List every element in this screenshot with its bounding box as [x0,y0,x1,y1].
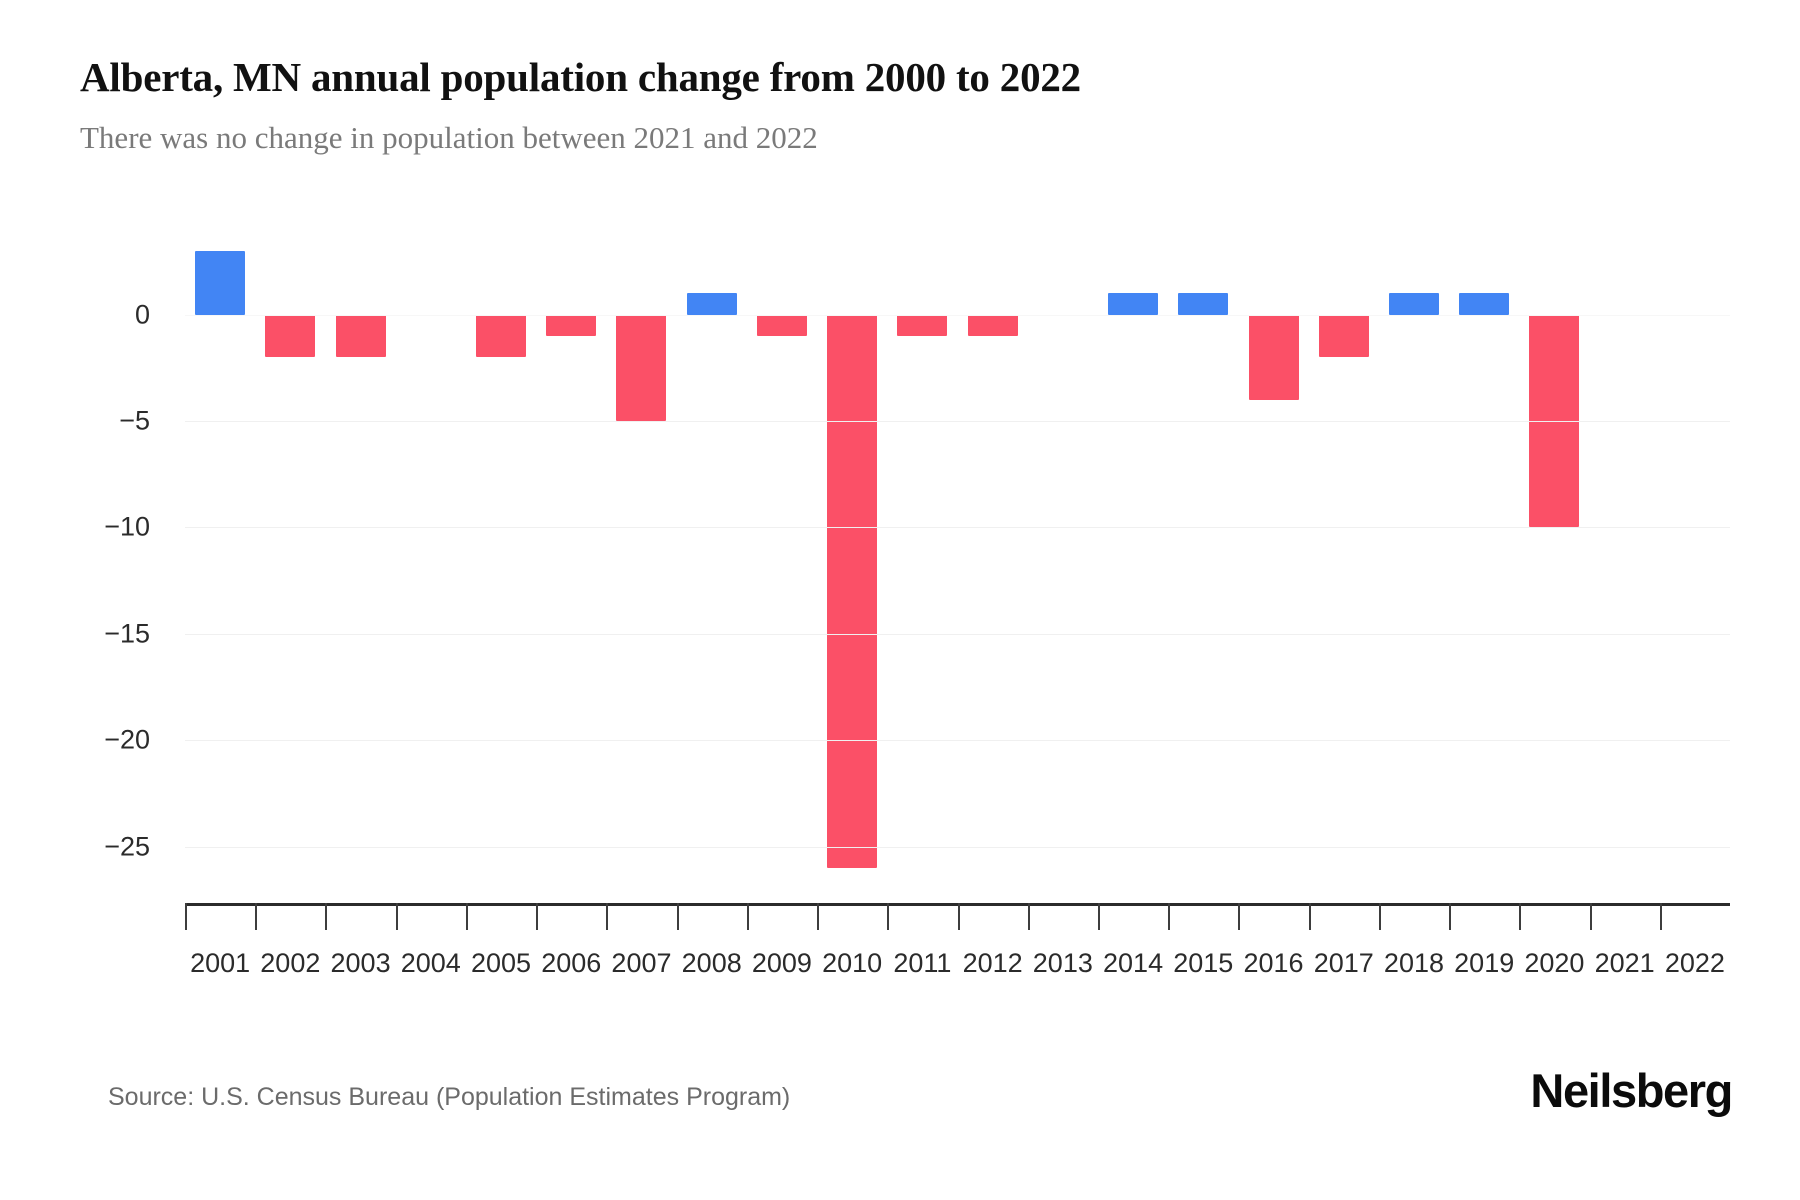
bar-2019[interactable] [1459,293,1510,315]
bars-layer [185,240,1730,900]
gridline [185,420,1730,422]
bar-2017[interactable] [1318,314,1369,358]
bar-2018[interactable] [1388,293,1439,315]
x-tick [957,903,960,930]
x-tick-label-2015: 2015 [1173,948,1234,978]
bar-2012[interactable] [967,314,1018,336]
gridline [185,314,1730,316]
bar-2002[interactable] [265,314,316,358]
bar-2015[interactable] [1178,293,1229,315]
x-tick [1449,903,1452,930]
y-tick-label: −25 [104,831,150,862]
x-tick [1308,903,1311,930]
bar-2016[interactable] [1248,314,1299,400]
x-tick [185,903,187,930]
x-tick-label-2005: 2005 [470,948,532,978]
x-tick-label-2020: 2020 [1524,948,1585,978]
x-tick-label-2007: 2007 [611,948,672,978]
brand-logo: Neilsberg [1530,1064,1733,1117]
x-tick [395,903,398,930]
x-tick-label-2019: 2019 [1454,948,1515,978]
x-tick [465,903,468,930]
x-tick [1027,903,1030,930]
x-tick [1589,903,1592,930]
x-tick-label-2009: 2009 [751,948,812,978]
bar-2011[interactable] [897,314,948,336]
bar-2007[interactable] [616,314,667,421]
x-tick-label-2016: 2016 [1243,948,1304,978]
y-tick-label: 0 [134,299,150,330]
bar-2014[interactable] [1108,293,1159,315]
y-tick-label: −5 [119,405,150,436]
x-tick [1168,903,1171,930]
bar-2008[interactable] [686,293,737,315]
plot-area [185,240,1730,900]
x-tick-label-2003: 2003 [330,948,391,978]
x-tick [1378,903,1381,930]
x-tick [817,903,820,930]
chart-subtitle: There was no change in population betwee… [80,120,818,155]
bar-2010[interactable] [827,314,878,869]
bar-2001[interactable] [195,250,246,315]
x-tick [1238,903,1241,930]
x-tick-label-2010: 2010 [822,948,883,978]
x-tick-label-2001: 2001 [190,948,251,978]
y-tick-label: −15 [104,618,150,649]
x-tick [606,903,609,930]
x-tick-label-2018: 2018 [1383,948,1445,978]
x-tick-label-2012: 2012 [962,948,1023,978]
x-tick-label-2002: 2002 [260,948,321,978]
x-tick-label-2017: 2017 [1313,948,1374,978]
x-tick [746,903,749,930]
x-tick [1097,903,1100,930]
bar-2009[interactable] [756,314,807,336]
x-tick-label-2006: 2006 [541,948,602,978]
gridline [185,846,1730,848]
x-tick-label-2014: 2014 [1103,948,1164,978]
x-tick [1519,903,1522,930]
bar-2003[interactable] [335,314,386,358]
x-tick-label-2022: 2022 [1664,948,1725,978]
gridline [185,740,1730,742]
y-tick-label: −20 [104,724,150,755]
x-tick [676,903,679,930]
y-tick-label: −10 [104,511,150,542]
x-tick-label-2013: 2013 [1032,948,1093,978]
x-tick-label-2008: 2008 [681,948,742,978]
x-tick [325,903,328,930]
source-note: Source: U.S. Census Bureau (Population E… [108,1083,791,1111]
x-tick [887,903,890,930]
gridline [185,633,1730,635]
bar-2005[interactable] [476,314,527,358]
x-tick-label-2021: 2021 [1594,948,1655,978]
bar-2006[interactable] [546,314,597,336]
chart-title: Alberta, MN annual population change fro… [80,54,1081,100]
x-tick [255,903,258,930]
x-tick [536,903,539,930]
gridline [185,527,1730,529]
x-tick-label-2004: 2004 [400,948,461,978]
x-tick-label-2011: 2011 [893,948,952,978]
x-tick [1659,903,1662,930]
